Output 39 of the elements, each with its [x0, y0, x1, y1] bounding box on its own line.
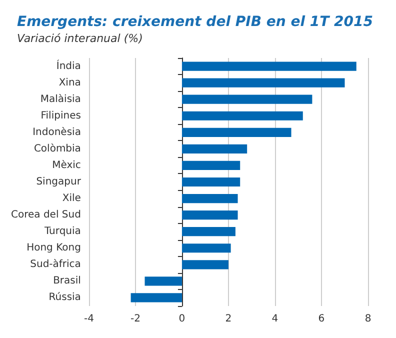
bar: [182, 78, 345, 88]
y-tick-label: Mèxic: [52, 160, 81, 171]
bar: [182, 244, 231, 253]
chart-subtitle: Variació interanual (%): [17, 32, 143, 45]
y-tick-label: Sud-àfrica: [30, 259, 81, 270]
bar: [182, 210, 238, 220]
y-tick-label: Malàisia: [40, 94, 81, 105]
x-tick-label: 2: [225, 314, 232, 324]
x-tick-label: 4: [272, 314, 278, 324]
y-tick-label: Xina: [58, 77, 81, 88]
y-tick-label: Índia: [56, 58, 81, 72]
bar: [182, 128, 292, 137]
x-tick-label: -2: [130, 314, 140, 324]
y-tick-label: Corea del Sud: [10, 210, 81, 221]
bar: [182, 194, 238, 204]
x-tick-label: -4: [84, 314, 94, 324]
bar: [182, 144, 248, 154]
x-tick-label: 6: [318, 314, 325, 324]
y-tick-label: Brasil: [53, 276, 81, 287]
x-tick-label: 8: [364, 314, 372, 324]
bar: [182, 260, 228, 270]
y-tick-label: Indonèsia: [32, 126, 81, 138]
bar: [182, 111, 303, 120]
chart-title: Emergents: creixement del PIB en el 1T 2015: [17, 14, 374, 30]
x-tick-label: 0: [178, 314, 186, 324]
y-tick-label: Colòmbia: [34, 143, 81, 154]
y-tick-label: Singapur: [36, 176, 82, 188]
bar: [182, 227, 236, 236]
bar: [182, 160, 240, 170]
y-tick-label: Filipines: [40, 110, 81, 122]
y-tick-label: Turquia: [43, 226, 81, 238]
y-tick-label: Xile: [62, 193, 81, 204]
bar: [144, 276, 182, 286]
bar: [182, 177, 240, 187]
y-tick-label: Hong Kong: [26, 242, 81, 254]
y-tick-label: Rússia: [48, 292, 81, 304]
bar: [182, 94, 312, 104]
bar: [182, 62, 356, 71]
bar: [130, 293, 182, 302]
